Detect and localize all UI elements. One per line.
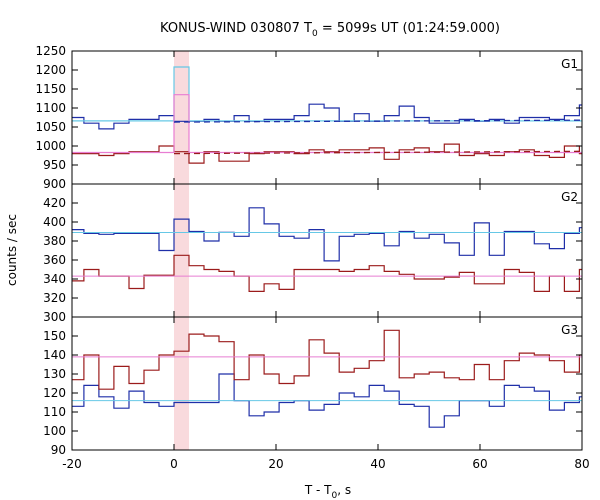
y-tick-label: 140 [43,348,66,362]
panel-frame [71,316,583,451]
y-tick-label: 1250 [35,44,66,58]
x-tick-label: 80 [574,457,589,471]
series-group [72,329,582,428]
y-tick-label: 300 [43,310,66,324]
y-tick-label: 90 [51,443,66,457]
y-tick-label: 150 [43,329,66,343]
y-tick-label: 1150 [35,82,66,96]
x-tick-label: -20 [62,457,82,471]
panel-frame [71,50,583,185]
series-group [72,66,582,164]
x-tick-label: 60 [472,457,487,471]
background-fit-line-4 [173,119,582,123]
y-tick-label: 110 [43,405,66,419]
panel-g3: 90 100 110 120 130 140 150 G3 -20 0 20 40 60 80 [43,316,590,471]
y-tick-label: 400 [43,215,66,229]
chart-title: KONUS-WIND 030807 T0 = 5099s UT (01:24:5… [160,21,500,39]
y-tick-label: 120 [43,386,66,400]
y-tick-label: 360 [43,253,66,267]
step-series-1 [72,254,582,292]
step-series-0 [72,207,582,262]
x-tick-label: 40 [370,457,385,471]
y-tick-label: 1000 [35,139,66,153]
step-series-0 [72,373,582,428]
y-tick-label: 340 [43,272,66,286]
x-tick-label: 0 [170,457,178,471]
y-tick-label: 1050 [35,120,66,134]
step-series-1 [72,329,582,390]
y-tick-label: 380 [43,234,66,248]
trigger-interval-band [174,51,190,184]
y-tick-label: 320 [43,291,66,305]
panel-frame [71,183,583,318]
step-series-1 [72,143,582,164]
panel-g2: 300 320 340 360 380 400 420 G2 [43,183,583,324]
y-tick-label: 900 [43,177,66,191]
step-series-0 [72,103,582,130]
trigger-interval-band [174,184,190,317]
panels: 900950100010501100115012001250G130032034… [35,44,590,471]
y-tick-label: 1100 [35,101,66,115]
y-tick-label: 130 [43,367,66,381]
panel-label-g2: G2 [561,190,578,204]
panel-label-g3: G3 [561,323,578,337]
background-fit-line-5 [173,150,582,155]
y-tick-label: 420 [43,196,66,210]
step-series-2 [72,66,582,122]
x-tick-label: 20 [268,457,283,471]
panel-label-g1: G1 [561,57,578,71]
y-tick-label: 100 [43,424,66,438]
y-tick-label: 950 [43,158,66,172]
y-tick-label: 1200 [35,63,66,77]
x-axis-title: T - T0, s [304,483,351,500]
panel-g1: 900 950 1000 1050 1100 1150 1200 1250 G1 [35,44,583,191]
y-axis-title: counts / sec [5,214,19,286]
series-group [72,207,582,292]
trigger-interval-band [174,317,190,450]
